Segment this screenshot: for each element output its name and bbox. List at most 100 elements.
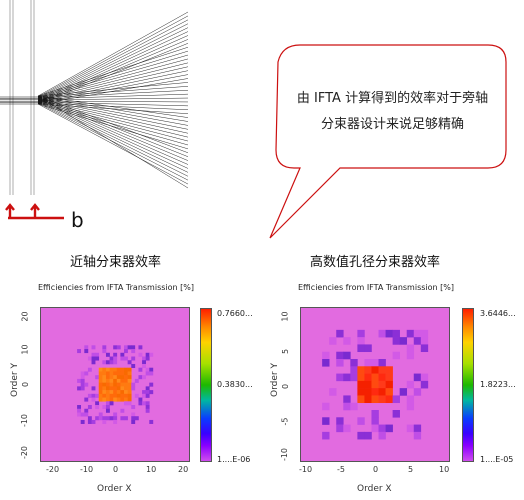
heatmap-cell (145, 390, 150, 395)
heatmap-cell (406, 380, 415, 389)
heatmap-cell (120, 390, 125, 395)
heatmap-cell (98, 416, 103, 421)
heatmap-cell (138, 345, 143, 350)
heatmap-cell (91, 393, 96, 398)
heatmap-cell (120, 382, 125, 387)
heatmap-cell (98, 386, 103, 391)
heatmap-cell (109, 397, 114, 402)
heatmap-cell (80, 371, 85, 376)
panel-2-ytick-3: -5 (280, 417, 290, 426)
heatmap-cell (116, 393, 121, 398)
heatmap-cell (109, 375, 114, 380)
heatmap-cell (120, 393, 125, 398)
diagram-label-b: b (71, 208, 84, 232)
panel-1-ytick-0: 20 (20, 311, 30, 322)
heatmap-cell (357, 380, 365, 389)
heatmap-cell (127, 345, 132, 350)
fan-ray (37, 11, 189, 97)
heatmap-cell (406, 344, 415, 353)
heatmap-cell (124, 386, 128, 391)
heatmap-cell (102, 360, 107, 365)
heatmap-cell (350, 373, 358, 382)
heatmap-cell (131, 386, 136, 391)
heatmap-cell (385, 373, 393, 382)
heatmap-cell (149, 352, 154, 357)
heatmap-cell (145, 408, 150, 413)
heatmap-cell (138, 375, 143, 380)
fan-ray (37, 46, 189, 97)
heatmap-cell (87, 393, 92, 398)
heatmap-cell (113, 393, 118, 398)
heatmap-cell (98, 390, 103, 395)
heatmap-cell (343, 373, 351, 382)
heatmap-cell (145, 386, 150, 391)
heatmap-cell (80, 382, 85, 387)
heatmap-cell (124, 345, 128, 350)
fan-ray (37, 50, 189, 98)
fan-ray (37, 95, 189, 189)
panel-1-xtick-4: 20 (178, 465, 189, 474)
fan-ray (37, 101, 189, 177)
heatmap-cell (98, 397, 103, 402)
heatmap-cell (87, 405, 92, 410)
heatmap-cell (116, 390, 121, 395)
heatmap-cell (392, 337, 400, 345)
heatmap-cell (84, 397, 89, 402)
heatmap-cell (124, 375, 128, 380)
heatmap-cell (84, 408, 89, 413)
heatmap-cell (87, 419, 92, 424)
heatmap-cell (145, 371, 150, 376)
panel-1-colorbar-max: 0.7660... (217, 309, 253, 318)
heatmap-cell (343, 351, 351, 360)
heatmap-cell (102, 349, 107, 354)
fan-ray (37, 23, 189, 100)
panel-2-colorbar-max: 3.6446... (480, 309, 516, 318)
heatmap-cell (385, 366, 393, 374)
heatmap-cell (80, 386, 85, 391)
heatmap-cell (420, 380, 429, 389)
panel-2-xtick-3: 5 (408, 465, 414, 474)
heatmap-cell (142, 356, 146, 361)
heatmap-cell (102, 382, 107, 387)
heatmap-cell (120, 386, 125, 391)
heatmap-cell (127, 382, 132, 387)
heatmap-cells (77, 345, 154, 424)
heatmap-cell (95, 356, 100, 361)
heatmap-cell (142, 375, 146, 380)
heatmap-cell (413, 329, 422, 338)
heatmap-cell (113, 371, 118, 376)
fan-ray (37, 96, 189, 122)
panel-1-plot-title: Efficiencies from IFTA Transmission [%] (38, 283, 194, 292)
heatmap-cell (350, 402, 358, 411)
heatmap-cell (80, 419, 85, 424)
heatmap-cell (105, 416, 110, 421)
panel-2-xlabel: Order X (357, 484, 392, 494)
heatmap-cell (98, 367, 103, 372)
callout-line-2: 分束器设计来说足够精确 (320, 117, 464, 132)
heatmap-cell (406, 402, 415, 411)
heatmap-cell (84, 371, 89, 376)
heatmap-cell (95, 405, 100, 410)
heatmap-cell (392, 410, 400, 418)
heatmap-cell (336, 329, 344, 338)
heatmap-cell (142, 393, 146, 398)
heatmap-cell (120, 416, 125, 421)
heatmap-cell (357, 417, 365, 425)
heatmap-cell (134, 416, 139, 421)
heatmap-cell (145, 352, 150, 357)
panel-2-plot-title: Efficiencies from IFTA Transmission [%] (298, 283, 454, 292)
panel-1-xtick-1: -10 (80, 465, 94, 474)
heatmap-cell (80, 378, 85, 383)
fan-ray (37, 54, 189, 99)
heatmap-cell (134, 378, 139, 383)
heatmap-cell (145, 393, 150, 398)
heatmap-cell (364, 380, 372, 389)
heatmap-cell (406, 424, 415, 433)
panel-1-xtick-0: -20 (46, 465, 60, 474)
heatmap-cell (364, 431, 372, 440)
heatmap-cell (138, 352, 143, 357)
fan-ray (37, 15, 189, 98)
heatmap-cell (105, 386, 110, 391)
heatmap-cell (113, 382, 118, 387)
heatmap-cell (113, 378, 118, 383)
